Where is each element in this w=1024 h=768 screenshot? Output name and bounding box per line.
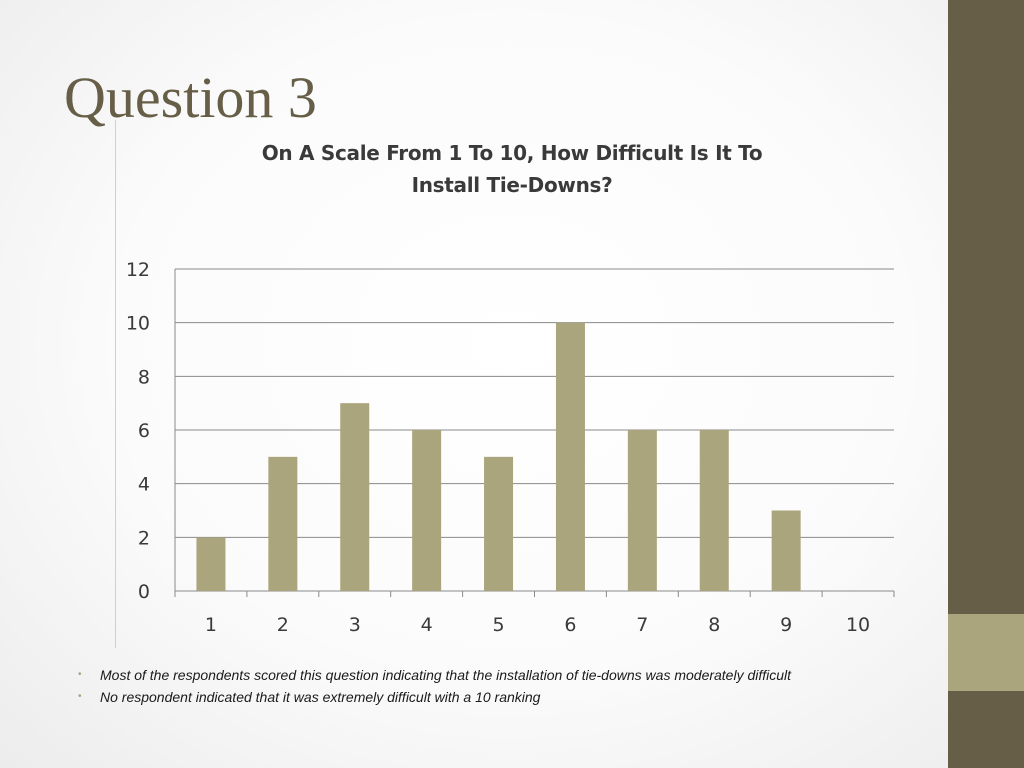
bar-9 — [771, 510, 801, 591]
x-tick-label: 7 — [636, 614, 648, 636]
slide-title: Question 3 — [64, 65, 317, 130]
x-tick-label: 8 — [708, 614, 720, 636]
x-tick-label: 3 — [349, 614, 361, 636]
bar-6 — [555, 322, 585, 591]
bar-1 — [196, 537, 226, 591]
x-tick-label: 5 — [493, 614, 505, 636]
bar-5 — [484, 456, 514, 591]
y-tick-label: 2 — [138, 527, 150, 549]
bullet-dot-icon: • — [78, 669, 82, 680]
y-tick-label: 8 — [138, 366, 150, 388]
bullet-list: • Most of the respondents scored this qu… — [78, 664, 938, 708]
y-tick-label: 0 — [138, 581, 150, 603]
y-tick-label: 10 — [126, 313, 150, 335]
y-tick-label: 4 — [138, 474, 150, 496]
x-tick-label: 2 — [277, 614, 289, 636]
x-tick-label: 9 — [780, 614, 792, 636]
chart-title-line-1: On A Scale From 1 To 10, How Difficult I… — [261, 141, 763, 165]
bar-3 — [340, 403, 370, 591]
x-tick-label: 1 — [205, 614, 217, 636]
chart-title-line-2: Install Tie-Downs? — [411, 173, 613, 197]
bullet-text: No respondent indicated that it was extr… — [100, 689, 541, 705]
x-tick-label: 4 — [421, 614, 433, 636]
bar-4 — [412, 430, 442, 591]
bullet-text: Most of the respondents scored this ques… — [100, 667, 792, 683]
x-tick-label: 10 — [846, 614, 870, 636]
bullet-dot-icon: • — [78, 691, 82, 702]
bullet-item: • No respondent indicated that it was ex… — [78, 686, 938, 708]
bar-2 — [268, 456, 298, 591]
x-tick-label: 6 — [564, 614, 576, 636]
sidebar-accent-block — [948, 614, 1024, 691]
title-divider — [115, 120, 116, 648]
bullet-item: • Most of the respondents scored this qu… — [78, 664, 938, 686]
y-tick-label: 12 — [126, 259, 150, 281]
chart-title: On A Scale From 1 To 10, How Difficult I… — [200, 137, 824, 201]
bar-7 — [627, 430, 657, 591]
bar-8 — [699, 430, 729, 591]
y-tick-label: 6 — [138, 420, 150, 442]
